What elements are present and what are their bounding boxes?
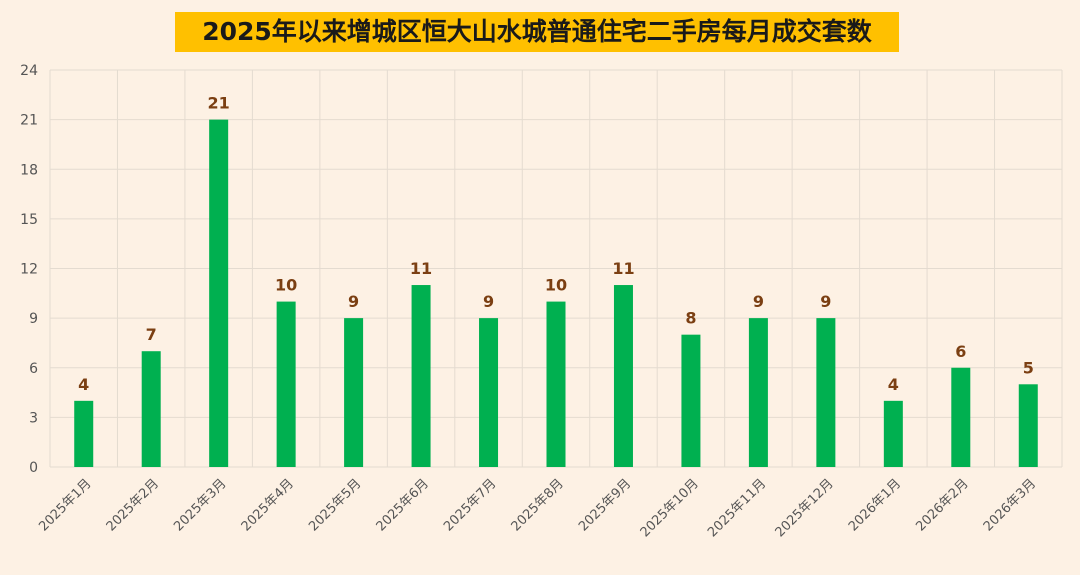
x-tick-label: 2026年3月 <box>981 476 1039 534</box>
x-tick-label: 2025年8月 <box>509 476 567 534</box>
data-label: 9 <box>348 292 359 311</box>
bar <box>344 318 364 467</box>
x-tick-label: 2025年3月 <box>171 476 229 534</box>
data-label: 21 <box>208 94 230 113</box>
bar <box>1018 384 1038 467</box>
x-tick-label: 2025年4月 <box>239 476 297 534</box>
data-label: 10 <box>545 276 567 295</box>
data-label: 9 <box>820 292 831 311</box>
y-tick-label: 15 <box>20 212 38 228</box>
bar <box>546 301 566 467</box>
bar <box>681 334 701 467</box>
y-tick-label: 21 <box>20 113 38 129</box>
bar <box>748 318 768 467</box>
data-label: 6 <box>955 342 966 361</box>
bar <box>276 301 296 467</box>
bar <box>74 400 94 467</box>
data-label: 4 <box>78 375 89 394</box>
bar <box>816 318 836 467</box>
data-label: 4 <box>888 375 899 394</box>
x-tick-label: 2025年2月 <box>104 476 162 534</box>
y-tick-label: 18 <box>20 162 38 178</box>
x-tick-label: 2026年1月 <box>846 476 904 534</box>
chart-title: 2025年以来增城区恒大山水城普通住宅二手房每月成交套数 <box>175 12 899 52</box>
data-label: 9 <box>753 292 764 311</box>
x-tick-label: 2025年7月 <box>441 476 499 534</box>
y-tick-label: 9 <box>29 311 38 327</box>
data-label: 11 <box>612 259 634 278</box>
y-tick-label: 0 <box>29 460 38 476</box>
bar <box>411 285 431 467</box>
bar <box>209 119 229 467</box>
bar <box>951 367 971 467</box>
x-tick-label: 2026年2月 <box>913 476 971 534</box>
bar <box>613 285 633 467</box>
bar <box>141 351 161 467</box>
data-label: 5 <box>1023 358 1034 377</box>
y-tick-label: 6 <box>29 361 38 377</box>
bar <box>883 400 903 467</box>
data-label: 7 <box>146 325 157 344</box>
bar-layer <box>74 119 1038 467</box>
x-tick-label: 2025年12月 <box>773 476 837 540</box>
label-layer: 0 3 6 9 12 15 18 21 24 4 2025年1月 7 2025年2月 21 2025年3月 1… <box>20 63 1039 540</box>
data-label: 9 <box>483 292 494 311</box>
y-tick-label: 3 <box>29 410 38 426</box>
x-tick-label: 2025年11月 <box>705 476 769 540</box>
data-label: 10 <box>275 276 297 295</box>
x-tick-label: 2025年5月 <box>306 476 364 534</box>
x-tick-label: 2025年9月 <box>576 476 634 534</box>
bar <box>479 318 499 467</box>
x-tick-label: 2025年6月 <box>374 476 432 534</box>
data-label: 11 <box>410 259 432 278</box>
x-tick-label: 2025年1月 <box>36 476 94 534</box>
x-tick-label: 2025年10月 <box>638 476 702 540</box>
y-tick-label: 24 <box>20 63 38 79</box>
data-label: 8 <box>685 309 696 328</box>
y-tick-label: 12 <box>20 262 38 278</box>
